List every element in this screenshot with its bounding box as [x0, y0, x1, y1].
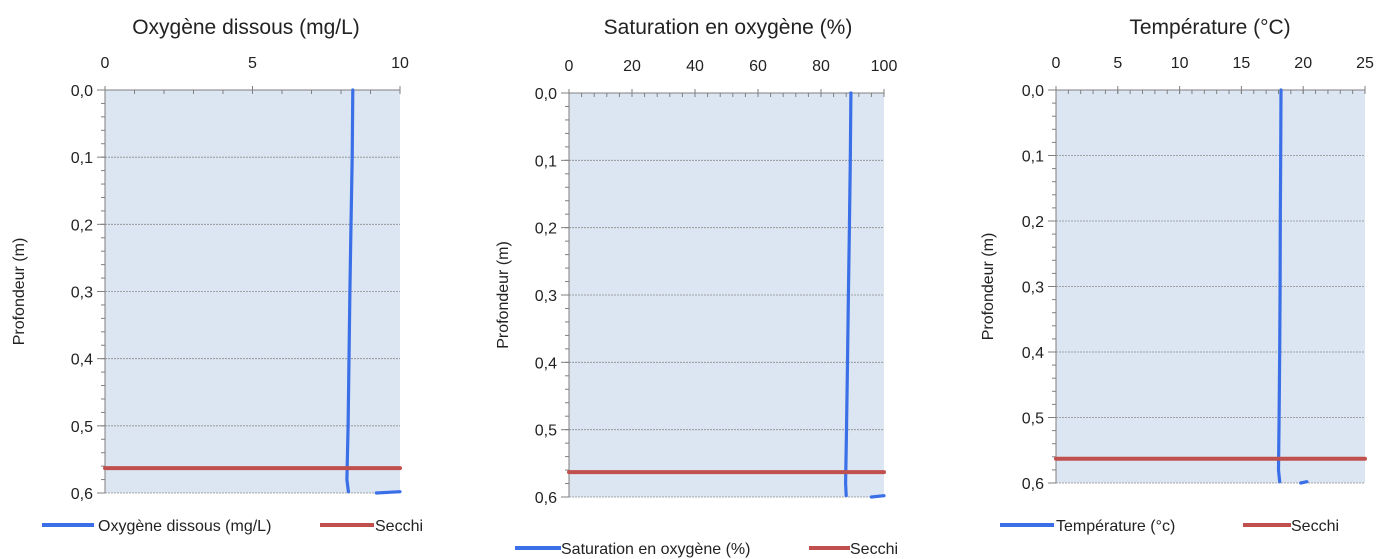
- x-tick-label: 5: [248, 55, 257, 72]
- x-tick-label: 25: [1356, 55, 1374, 72]
- y-tick-label: 0,5: [71, 419, 93, 436]
- y-tick-label: 0,6: [535, 490, 557, 507]
- legend-label: Oxygène dissous (mg/L): [98, 518, 271, 535]
- y-tick-label: 0,5: [1022, 411, 1044, 428]
- y-tick-label: 0,4: [535, 355, 557, 372]
- profile-line: [869, 494, 886, 499]
- x-tick-label: 20: [1294, 55, 1312, 72]
- y-tick-label: 0,4: [71, 352, 93, 369]
- y-axis-label: Profondeur (m): [495, 241, 512, 349]
- x-tick-label: 80: [812, 58, 830, 75]
- y-tick-label: 0,4: [1022, 345, 1044, 362]
- legend-label: Secchi: [375, 518, 423, 535]
- x-tick-label: 100: [871, 58, 898, 75]
- chart-panel-2: 0 20 40 60 80 100 0,0 0,1 0,2 0,3 0,4 0,5 0,6 Saturat…: [495, 16, 898, 558]
- chart-panel-1: 0 5 10 0,0 0,1 0,2 0,3 0,4 0,5 0,6 Oxygène dissous…: [11, 16, 423, 535]
- y-tick-label: 0,0: [71, 83, 93, 100]
- x-tick-label: 60: [749, 58, 767, 75]
- y-tick-label: 0,2: [535, 221, 557, 238]
- chart-title: Température (°C): [1129, 16, 1290, 39]
- profile-line: [1299, 480, 1309, 485]
- y-axis-label: Profondeur (m): [11, 238, 28, 346]
- y-tick-label: 0,1: [1022, 149, 1044, 166]
- y-tick-label: 0,6: [1022, 476, 1044, 493]
- y-tick-label: 0,2: [1022, 214, 1044, 231]
- chart-panel-3: 0 5 10 15 20 25 0,0 0,1 0,2 0,3 0,4 0,5 0,6 Températu…: [980, 16, 1374, 535]
- profile-line: [1276, 88, 1283, 484]
- x-tick-label: 5: [1113, 55, 1122, 72]
- profile-line: [374, 490, 402, 495]
- y-tick-label: 0,1: [535, 153, 557, 170]
- x-tick-label: 0: [101, 55, 110, 72]
- legend-label: Secchi: [850, 541, 898, 558]
- y-tick-label: 0,5: [535, 423, 557, 440]
- legend-label: Saturation en oxygène (%): [561, 541, 750, 558]
- x-tick-label: 0: [565, 58, 574, 75]
- y-tick-label: 0,3: [71, 285, 93, 302]
- y-tick-label: 0,0: [535, 86, 557, 103]
- y-axis-label: Profondeur (m): [980, 233, 997, 341]
- x-tick-label: 40: [686, 58, 704, 75]
- legend-label: Température (°c): [1056, 518, 1175, 535]
- x-tick-label: 20: [623, 58, 641, 75]
- y-tick-label: 0,6: [71, 486, 93, 503]
- profile-line: [844, 91, 853, 498]
- y-tick-label: 0,1: [71, 150, 93, 167]
- chart-title: Oxygène dissous (mg/L): [132, 16, 360, 39]
- x-tick-label: 10: [391, 55, 409, 72]
- y-tick-label: 0,0: [1022, 83, 1044, 100]
- x-tick-label: 10: [1171, 55, 1189, 72]
- y-tick-label: 0,3: [1022, 280, 1044, 297]
- y-tick-label: 0,3: [535, 288, 557, 305]
- x-tick-label: 0: [1052, 55, 1061, 72]
- y-tick-label: 0,2: [71, 217, 93, 234]
- legend-label: Secchi: [1291, 518, 1339, 535]
- x-tick-label: 15: [1233, 55, 1251, 72]
- chart-title: Saturation en oxygène (%): [604, 16, 853, 39]
- profile-line: [345, 88, 355, 494]
